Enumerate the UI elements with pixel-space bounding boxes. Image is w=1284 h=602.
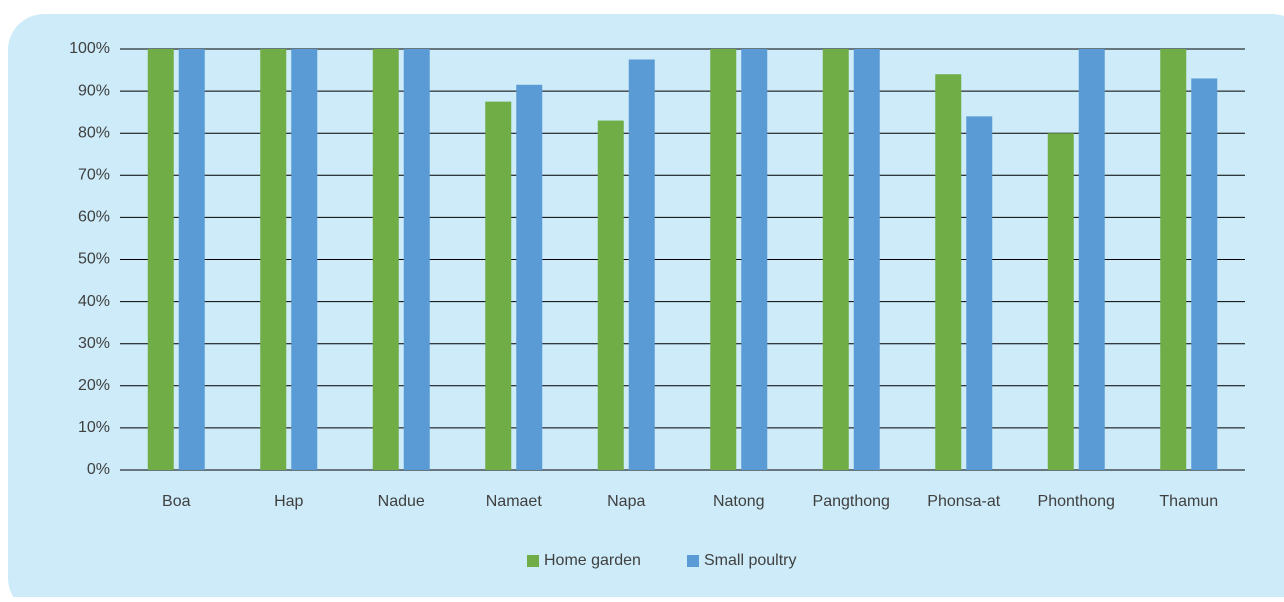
bar [516, 84, 543, 470]
bar [403, 49, 430, 470]
bar [741, 49, 768, 470]
y-tick-label: 20% [78, 377, 110, 394]
x-tick-label: Nadue [378, 493, 425, 510]
y-tick-label: 10% [78, 419, 110, 436]
bar [1160, 49, 1187, 470]
y-tick-label: 60% [78, 209, 110, 226]
bar [178, 49, 205, 470]
bar [1047, 133, 1074, 470]
x-tick-label: Pangthong [813, 493, 890, 510]
bar [260, 49, 287, 470]
y-tick-label: 100% [69, 40, 110, 57]
bar [822, 49, 849, 470]
y-tick-label: 70% [78, 167, 110, 184]
bar [853, 49, 880, 470]
bar [628, 59, 655, 471]
bar [966, 116, 993, 471]
x-tick-label: Phonthong [1038, 493, 1115, 510]
y-tick-label: 50% [78, 251, 110, 268]
bar [935, 74, 962, 470]
legend-label: Small poultry [704, 552, 796, 569]
bar [147, 49, 174, 470]
y-tick-label: 90% [78, 82, 110, 99]
y-tick-label: 30% [78, 335, 110, 352]
legend-swatch [687, 555, 699, 567]
x-tick-label: Hap [274, 493, 303, 510]
bar [291, 49, 318, 470]
y-tick-label: 40% [78, 293, 110, 310]
y-tick-label: 80% [78, 124, 110, 141]
x-tick-label: Boa [162, 493, 191, 510]
x-tick-label: Thamun [1159, 493, 1218, 510]
bar [710, 49, 737, 470]
x-tick-label: Phonsa-at [927, 493, 1000, 510]
bar [485, 101, 512, 470]
y-tick-label: 0% [87, 461, 110, 478]
x-tick-label: Natong [713, 493, 765, 510]
x-tick-label: Napa [607, 493, 645, 510]
x-tick-label: Namaet [486, 493, 543, 510]
bar [1191, 78, 1218, 470]
bar [597, 120, 624, 470]
bar [372, 49, 399, 470]
legend-swatch [527, 555, 539, 567]
bar [1078, 49, 1105, 470]
legend-label: Home garden [544, 552, 641, 569]
